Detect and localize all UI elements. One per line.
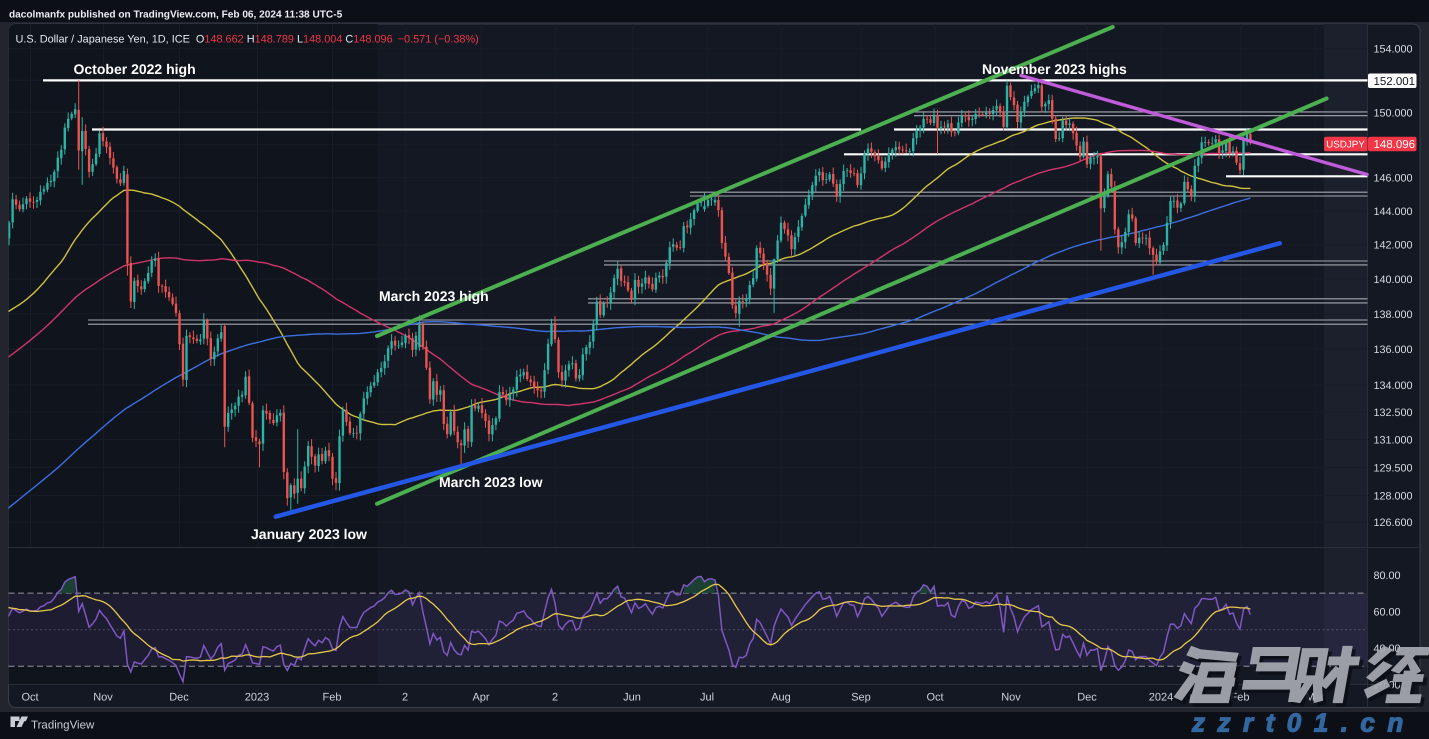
svg-text:2: 2 xyxy=(402,692,408,704)
svg-text:2023: 2023 xyxy=(245,692,269,704)
svg-text:zzrt01.cn: zzrt01.cn xyxy=(1194,710,1419,739)
svg-text:Oct: Oct xyxy=(926,692,943,704)
svg-text:132.500: 132.500 xyxy=(1374,407,1413,419)
svg-text:Feb: Feb xyxy=(1231,692,1250,704)
svg-text:129.500: 129.500 xyxy=(1374,462,1413,474)
svg-text:October 2022 high: October 2022 high xyxy=(74,61,196,77)
svg-text:Dec: Dec xyxy=(1077,692,1097,704)
svg-text:Feb: Feb xyxy=(323,692,342,704)
svg-text:Sep: Sep xyxy=(851,692,871,704)
svg-text:150.000: 150.000 xyxy=(1374,107,1413,119)
svg-text:Oct: Oct xyxy=(21,692,38,704)
svg-text:U.S. Dollar / Japanese Yen, 1D: U.S. Dollar / Japanese Yen, 1D, ICE O148.… xyxy=(16,34,479,46)
svg-text:152.001: 152.001 xyxy=(1374,76,1416,88)
svg-text:2024: 2024 xyxy=(1149,692,1173,704)
svg-text:Jul: Jul xyxy=(700,692,714,704)
svg-text:Jun: Jun xyxy=(623,692,641,704)
svg-text:138.000: 138.000 xyxy=(1374,309,1413,321)
svg-text:November 2023 highs: November 2023 highs xyxy=(982,61,1127,77)
svg-text:80.00: 80.00 xyxy=(1374,570,1401,582)
svg-text:146.000: 146.000 xyxy=(1374,173,1413,185)
svg-text:Nov: Nov xyxy=(1001,692,1021,704)
svg-text:144.000: 144.000 xyxy=(1374,206,1413,218)
svg-text:126.600: 126.600 xyxy=(1374,517,1413,529)
svg-text:148.096: 148.096 xyxy=(1374,139,1416,151)
svg-text:Dec: Dec xyxy=(169,692,189,704)
svg-text:131.000: 131.000 xyxy=(1374,435,1413,447)
svg-text:zzrt01.cn: zzrt01.cn xyxy=(1191,708,1416,738)
svg-text:Aug: Aug xyxy=(771,692,791,704)
svg-text:January 2023 low: January 2023 low xyxy=(251,526,367,542)
svg-text:2: 2 xyxy=(552,692,558,704)
svg-text:128.000: 128.000 xyxy=(1374,491,1413,503)
svg-text:60.00: 60.00 xyxy=(1374,606,1401,618)
svg-text:USDJPY: USDJPY xyxy=(1326,140,1365,151)
svg-text:March 2023 high: March 2023 high xyxy=(379,288,489,304)
svg-text:136.000: 136.000 xyxy=(1374,344,1413,356)
svg-text:154.000: 154.000 xyxy=(1374,44,1413,56)
svg-text:142.000: 142.000 xyxy=(1374,240,1413,252)
svg-text:TradingView: TradingView xyxy=(31,720,95,732)
svg-text:Nov: Nov xyxy=(93,692,113,704)
svg-text:March 2023 low: March 2023 low xyxy=(439,474,543,490)
svg-text:134.000: 134.000 xyxy=(1374,380,1413,392)
svg-text:dacolmanfx published on Tradin: dacolmanfx published on TradingView.com,… xyxy=(9,10,343,21)
svg-text:140.000: 140.000 xyxy=(1374,274,1413,286)
svg-text:Apr: Apr xyxy=(472,692,489,704)
